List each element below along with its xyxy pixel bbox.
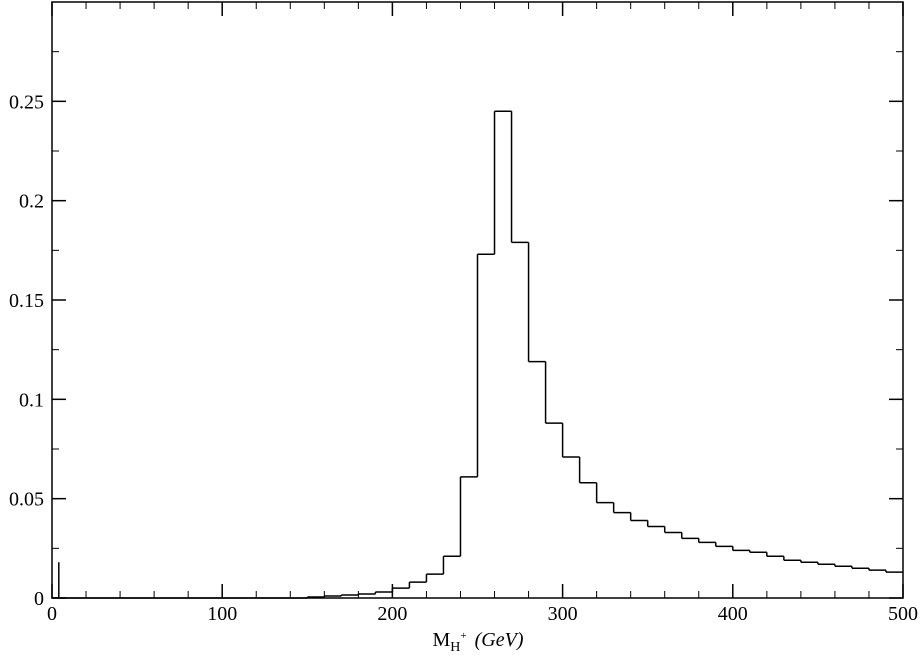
y-tick-label: 0	[34, 588, 44, 610]
histogram-steps	[52, 110, 903, 599]
x-tick-label: 200	[377, 603, 407, 625]
x-axis-label-unit: (GeV)	[475, 629, 524, 651]
x-tick-label: 300	[548, 603, 578, 625]
x-axis-label-main: M	[433, 629, 451, 651]
x-tick-label: 400	[718, 603, 748, 625]
x-tick-label: 500	[888, 603, 918, 625]
x-tick-labels: 0 100 200 300 400 500	[47, 603, 918, 625]
x-axis-label: MH+ (GeV)	[433, 629, 524, 655]
y-tick-labels: 0 0.05 0.1 0.15 0.2 0.25	[9, 91, 44, 610]
x-tick-label: 100	[207, 603, 237, 625]
y-tick-label: 0.2	[19, 191, 44, 213]
x-axis-label-sub: H	[450, 640, 460, 655]
y-tick-label: 0.1	[19, 389, 44, 411]
x-axis-label-sup: +	[460, 630, 466, 642]
y-tick-label: 0.05	[9, 489, 44, 511]
y-tick-label: 0.15	[9, 290, 44, 312]
x-tick-label: 0	[47, 603, 57, 625]
y-tick-label: 0.25	[9, 91, 44, 113]
